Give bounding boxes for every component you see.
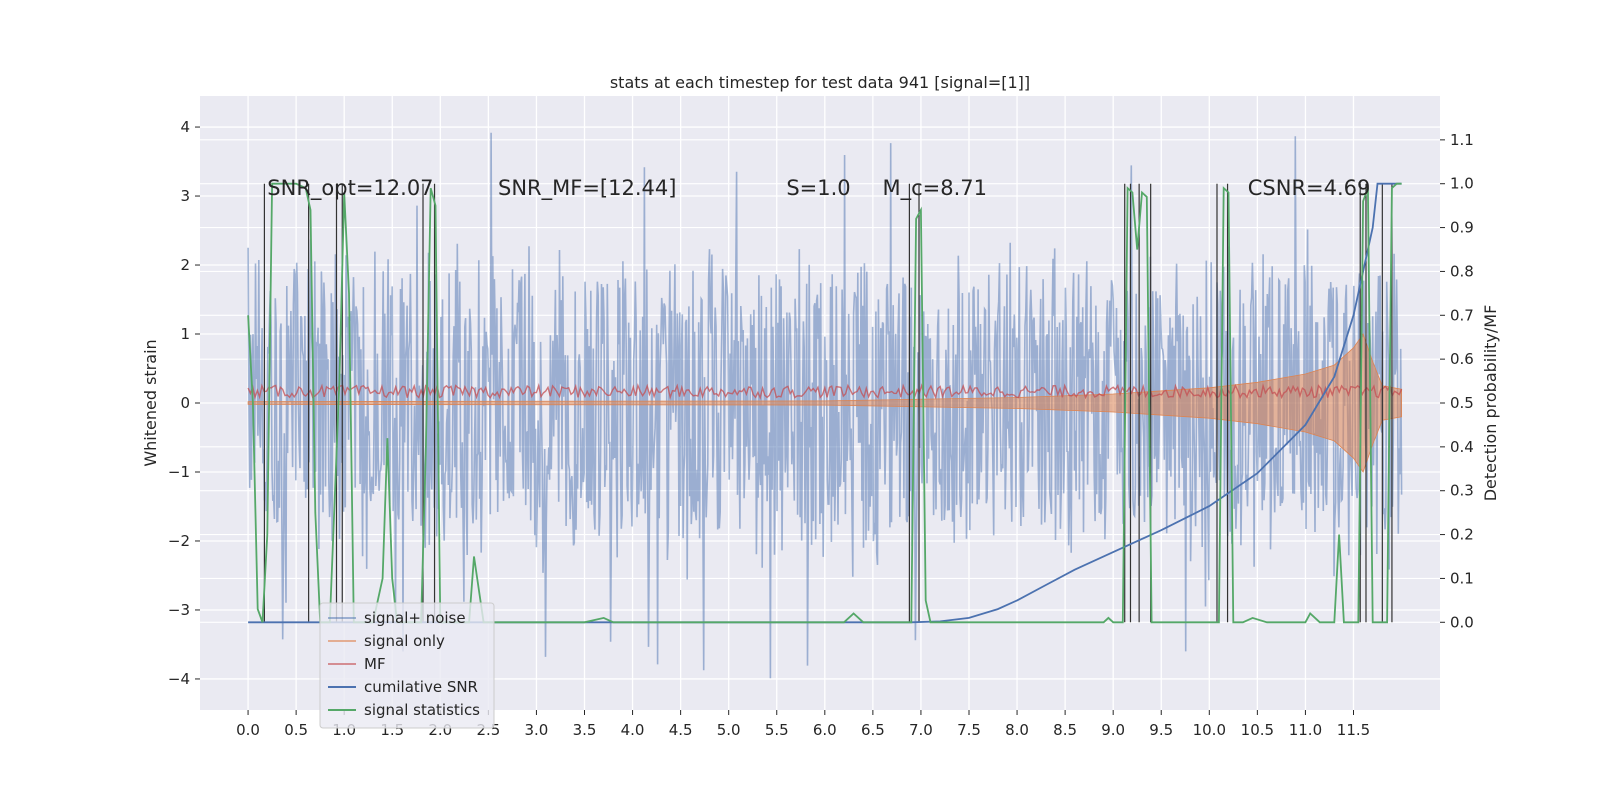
legend-label: cumilative SNR xyxy=(364,678,478,696)
x-tick-label: 6.0 xyxy=(813,721,837,739)
x-tick-label: 3.5 xyxy=(573,721,597,739)
x-tick-label: 7.5 xyxy=(957,721,981,739)
x-tick-label: 10.5 xyxy=(1241,721,1274,739)
left-y-tick-label: 2 xyxy=(180,256,190,274)
x-tick-label: 7.0 xyxy=(909,721,933,739)
left-y-tick-label: −1 xyxy=(168,463,190,481)
right-y-tick-label: 0.3 xyxy=(1450,482,1474,500)
legend-label: signal statistics xyxy=(364,701,480,719)
x-tick-label: 9.5 xyxy=(1149,721,1173,739)
right-y-tick-label: 0.4 xyxy=(1450,438,1474,456)
legend-box xyxy=(319,602,495,729)
legend-label: MF xyxy=(364,655,386,673)
x-tick-label: 0.0 xyxy=(236,721,260,739)
left-y-tick-label: −3 xyxy=(168,601,190,619)
series-layer xyxy=(247,132,1403,679)
x-tick-label: 11.5 xyxy=(1337,721,1370,739)
left-y-tick-label: −2 xyxy=(168,532,190,550)
right-y-tick-label: 0.0 xyxy=(1450,613,1474,631)
x-tick-label: 0.5 xyxy=(284,721,308,739)
right-y-tick-label: 0.8 xyxy=(1450,262,1474,280)
right-y-tick-label: 0.5 xyxy=(1450,394,1474,412)
x-tick-label: 8.5 xyxy=(1053,721,1077,739)
series-signal-noise xyxy=(247,132,1403,679)
annotation: CSNR=4.69 xyxy=(1248,176,1371,200)
x-tick-label: 6.5 xyxy=(861,721,885,739)
series-mf xyxy=(247,383,1403,401)
left-y-tick-label: 4 xyxy=(180,118,190,136)
x-tick-label: 11.0 xyxy=(1289,721,1322,739)
annotation: M_c=8.71 xyxy=(882,176,987,201)
annotation: SNR_opt=12.07 xyxy=(267,176,433,201)
x-tick-label: 4.0 xyxy=(621,721,645,739)
right-y-tick-label: 1.1 xyxy=(1450,131,1474,149)
x-tick-label: 4.5 xyxy=(669,721,693,739)
annotation: S=1.0 xyxy=(786,176,850,200)
right-y-tick-label: 0.7 xyxy=(1450,306,1474,324)
right-y-tick-label: 1.0 xyxy=(1450,175,1474,193)
left-y-tick-label: −4 xyxy=(168,670,190,688)
right-y-tick-label: 0.1 xyxy=(1450,569,1474,587)
x-tick-label: 5.0 xyxy=(717,721,741,739)
right-y-tick-label: 0.9 xyxy=(1450,219,1474,237)
right-y-tick-label: 0.6 xyxy=(1450,350,1474,368)
left-axis-label: Whitened strain xyxy=(141,339,160,466)
legend: signal+ noise signal only MF cumilative SNR… xyxy=(319,602,495,729)
legend-label: signal+ noise xyxy=(364,609,466,627)
x-tick-label: 8.0 xyxy=(1005,721,1029,739)
right-axis-label: Detection probability/MF xyxy=(1481,305,1500,502)
series-signal-only xyxy=(247,333,1402,473)
chart-title: stats at each timestep for test data 941… xyxy=(610,73,1030,92)
x-tick-label: 10.0 xyxy=(1193,721,1226,739)
x-tick-label: 5.5 xyxy=(765,721,789,739)
left-y-tick-label: 0 xyxy=(180,394,190,412)
annotation: SNR_MF=[12.44] xyxy=(498,176,676,201)
legend-label: signal only xyxy=(364,632,445,650)
right-y-tick-label: 0.2 xyxy=(1450,526,1474,544)
x-tick-label: 9.0 xyxy=(1101,721,1125,739)
annotations: SNR_opt=12.07 SNR_MF=[12.44] S=1.0 M_c=8.71… xyxy=(267,176,1370,201)
left-y-tick-label: 3 xyxy=(180,187,190,205)
left-y-tick-label: 1 xyxy=(180,325,190,343)
x-tick-label: 3.0 xyxy=(525,721,549,739)
tick-labels: 0.0 0.5 1.0 1.5 2.0 2.5 3.0 3.5 4.0 4.5 5.0 5.5 6.0 6… xyxy=(168,118,1474,739)
